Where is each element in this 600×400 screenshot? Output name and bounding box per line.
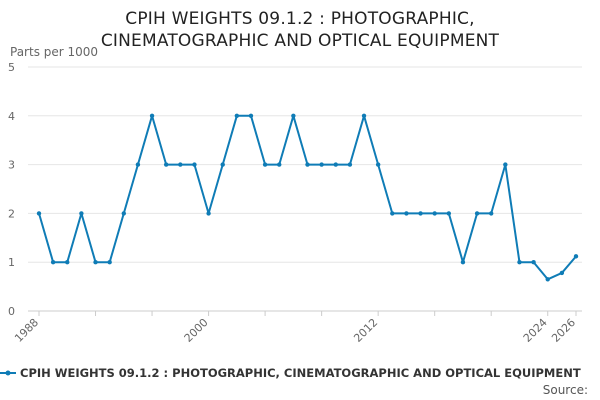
data-point[interactable]: [192, 162, 197, 167]
data-point[interactable]: [517, 260, 522, 265]
data-point[interactable]: [531, 260, 536, 265]
series-group: [36, 113, 579, 282]
x-tick-label: 2024: [521, 316, 550, 345]
data-point[interactable]: [135, 162, 141, 167]
data-point[interactable]: [262, 162, 268, 167]
chart-title-line-1: CPIH WEIGHTS 09.1.2 : PHOTOGRAPHIC,: [125, 9, 475, 29]
data-point[interactable]: [107, 260, 112, 265]
data-point[interactable]: [573, 254, 579, 259]
x-tick-label: 2012: [351, 316, 380, 345]
data-point[interactable]: [432, 211, 437, 216]
data-point[interactable]: [178, 162, 183, 167]
data-point[interactable]: [50, 260, 56, 265]
y-tick-label: 3: [8, 159, 15, 172]
y-tick-label: 2: [8, 207, 15, 220]
x-tick-label: 1988: [12, 316, 41, 345]
source-label: Source:: [542, 383, 588, 397]
data-point[interactable]: [503, 162, 508, 167]
grid-lines: [28, 66, 582, 316]
data-point[interactable]: [220, 162, 225, 167]
y-tick-labels: 0 1 2 3 4 5: [8, 61, 15, 318]
data-point[interactable]: [347, 162, 353, 167]
data-point[interactable]: [404, 211, 409, 216]
data-point[interactable]: [79, 211, 84, 216]
data-point[interactable]: [93, 260, 98, 265]
chart-title: CPIH WEIGHTS 09.1.2 : PHOTOGRAPHIC, CINE…: [0, 8, 600, 52]
y-tick-label: 4: [8, 110, 15, 123]
chart-title-line-2: CINEMATOGRAPHIC AND OPTICAL EQUIPMENT: [100, 31, 500, 51]
data-point[interactable]: [149, 113, 155, 119]
y-tick-label: 5: [8, 61, 15, 74]
data-point[interactable]: [248, 113, 254, 119]
data-point[interactable]: [460, 260, 466, 265]
legend-label: CPIH WEIGHTS 09.1.2 : PHOTOGRAPHIC, CINE…: [20, 366, 581, 380]
data-point[interactable]: [277, 162, 282, 167]
data-point[interactable]: [390, 211, 395, 216]
data-point[interactable]: [474, 211, 480, 216]
data-point[interactable]: [361, 113, 367, 119]
data-point[interactable]: [163, 162, 169, 167]
data-point[interactable]: [375, 162, 381, 167]
data-point[interactable]: [234, 113, 240, 119]
x-tick-label: 2026: [549, 316, 578, 345]
y-axis-label: Parts per 1000: [10, 45, 99, 59]
data-point[interactable]: [206, 211, 211, 216]
data-point[interactable]: [559, 270, 565, 276]
data-point[interactable]: [305, 162, 310, 167]
x-tick-labels: 1988 2000 2012 2024 2026: [12, 316, 578, 345]
data-point[interactable]: [333, 162, 338, 167]
data-point[interactable]: [36, 211, 42, 216]
data-point[interactable]: [489, 211, 494, 216]
legend-swatch-icon: [0, 370, 16, 376]
x-tick-label: 2000: [182, 316, 211, 345]
data-point[interactable]: [418, 211, 423, 216]
data-point[interactable]: [291, 113, 296, 119]
legend[interactable]: CPIH WEIGHTS 09.1.2 : PHOTOGRAPHIC, CINE…: [0, 365, 581, 381]
series-line: [38, 114, 577, 281]
data-point[interactable]: [319, 162, 324, 167]
data-point[interactable]: [545, 277, 550, 282]
data-point[interactable]: [121, 211, 126, 216]
y-tick-label: 0: [8, 305, 15, 318]
data-point[interactable]: [446, 211, 452, 216]
y-tick-label: 1: [8, 256, 15, 269]
data-point[interactable]: [65, 260, 70, 265]
